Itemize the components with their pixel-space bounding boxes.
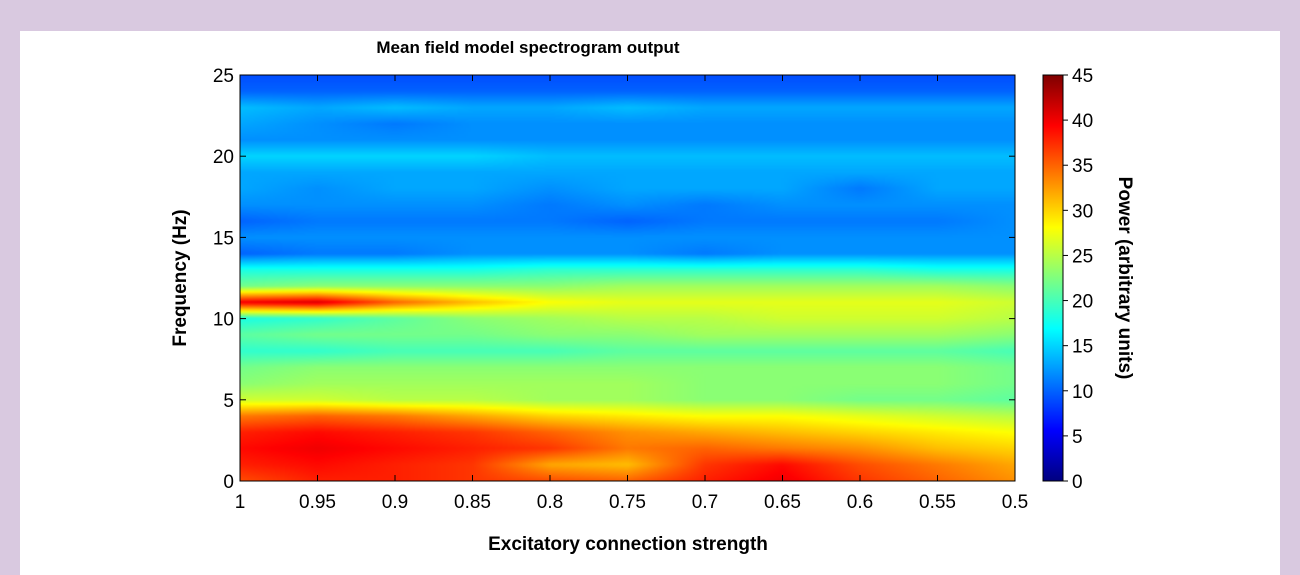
x-tick-label: 0.55 bbox=[919, 492, 956, 513]
colorbar-tick-label: 35 bbox=[1072, 156, 1093, 177]
y-axis-title: Frequency (Hz) bbox=[170, 209, 191, 346]
x-tick-label: 0.95 bbox=[299, 492, 336, 513]
figure-panel: Mean field model spectrogram output 1 0.9… bbox=[20, 31, 1280, 575]
colorbar-tick-label: 40 bbox=[1072, 111, 1093, 132]
y-tick-label: 0 bbox=[223, 472, 234, 493]
colorbar-tick-label: 25 bbox=[1072, 246, 1093, 267]
colorbar: 0 5 10 15 20 25 30 35 40 45 Power (arbitrary unit… bbox=[1042, 66, 1135, 493]
chart-title: Mean field model spectrogram output bbox=[376, 38, 680, 57]
x-tick-label: 0.85 bbox=[454, 492, 491, 513]
colorbar-scale bbox=[1042, 74, 1064, 482]
colorbar-tick-label: 45 bbox=[1072, 66, 1093, 87]
x-tick-label: 0.8 bbox=[537, 492, 563, 513]
x-tick-label: 0.6 bbox=[847, 492, 873, 513]
y-tick-label: 5 bbox=[223, 391, 234, 412]
y-tick-label: 25 bbox=[213, 66, 234, 87]
colorbar-title: Power (arbitrary units) bbox=[1114, 177, 1135, 380]
heatmap-area bbox=[239, 74, 1016, 482]
heatmap-image bbox=[240, 75, 1015, 481]
x-tick-label: 0.5 bbox=[1002, 492, 1028, 513]
colorbar-tick-label: 0 bbox=[1072, 472, 1083, 493]
x-tick-label: 1 bbox=[235, 492, 246, 513]
x-axis-title: Excitatory connection strength bbox=[488, 534, 768, 555]
colorbar-ticks: 0 5 10 15 20 25 30 35 40 45 bbox=[1063, 66, 1093, 493]
y-tick-label: 10 bbox=[213, 310, 234, 331]
colorbar-tick-label: 5 bbox=[1072, 427, 1083, 448]
colorbar-tick-label: 15 bbox=[1072, 337, 1093, 358]
x-tick-label: 0.7 bbox=[692, 492, 718, 513]
spectrogram-chart: Mean field model spectrogram output 1 0.9… bbox=[170, 38, 1135, 555]
x-axis: 1 0.95 0.9 0.85 0.8 0.75 0.7 0.65 0.6 0.55 0.5 bbox=[235, 75, 1028, 513]
x-tick-label: 0.65 bbox=[764, 492, 801, 513]
colorbar-tick-label: 10 bbox=[1072, 382, 1093, 403]
colorbar-tick-label: 20 bbox=[1072, 292, 1093, 313]
y-tick-label: 15 bbox=[213, 228, 234, 249]
x-tick-label: 0.75 bbox=[609, 492, 646, 513]
x-tick-label: 0.9 bbox=[382, 492, 408, 513]
y-axis: 0 5 10 15 20 25 bbox=[213, 66, 1015, 493]
y-tick-label: 20 bbox=[213, 147, 234, 168]
colorbar-tick-label: 30 bbox=[1072, 201, 1093, 222]
